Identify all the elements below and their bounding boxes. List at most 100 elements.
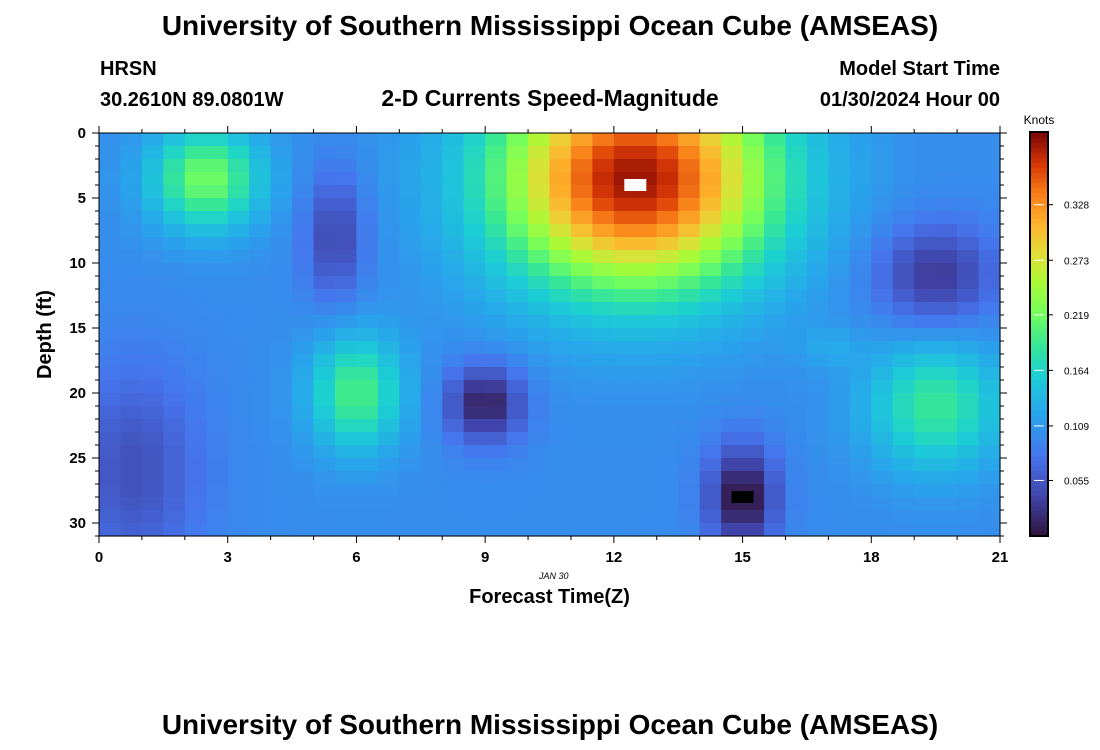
colorbar-tick-label: 0.109: [1064, 422, 1089, 433]
heatmap-cell: [764, 172, 787, 186]
heatmap-cell: [592, 380, 615, 394]
heatmap-cell: [613, 315, 636, 329]
heatmap-cell: [935, 419, 958, 433]
heatmap-cell: [785, 419, 808, 433]
heatmap-cell: [828, 471, 851, 485]
heatmap-cell: [420, 172, 443, 186]
heatmap-cell: [463, 393, 486, 407]
heatmap-cell: [849, 510, 872, 524]
heatmap-cell: [828, 432, 851, 446]
colorbar-segment: [1030, 500, 1048, 507]
heatmap-cell: [184, 406, 207, 420]
heatmap-cell: [914, 211, 937, 225]
heatmap-cell: [978, 289, 1001, 303]
heatmap-cell: [270, 510, 293, 524]
heatmap-cell: [399, 484, 422, 498]
heatmap-cell: [313, 471, 336, 485]
colorbar-segment: [1030, 233, 1048, 239]
heatmap-cell: [227, 484, 250, 498]
heatmap-cell: [184, 133, 207, 147]
heatmap-cell: [334, 146, 358, 160]
heatmap-cell: [764, 263, 787, 277]
heatmap-cell: [592, 445, 615, 459]
heatmap-cell: [292, 393, 315, 407]
heatmap-cell: [849, 315, 872, 329]
heatmap-cell: [528, 185, 551, 199]
heatmap-cell: [420, 445, 443, 459]
heatmap-cell: [549, 211, 572, 225]
heatmap-cell: [957, 198, 980, 212]
plot-frame: [98, 132, 1001, 537]
heatmap-cell: [914, 289, 937, 303]
heatmap-cell: [356, 302, 379, 316]
heatmap-cell: [549, 302, 572, 316]
heatmap-cell: [592, 406, 615, 420]
heatmap-cell: [528, 458, 551, 472]
heatmap-cell: [270, 471, 293, 485]
heatmap-cell: [528, 341, 551, 355]
heatmap-cell: [656, 471, 679, 485]
heatmap-cell: [442, 497, 465, 511]
heatmap-cell: [914, 302, 937, 316]
axes: 0 3 6 9 12 15 18 21 0 5 10 15 20 25 30: [69, 125, 1008, 566]
heatmap-cell: [892, 211, 915, 225]
heatmap-cell: [549, 510, 572, 524]
heatmap-cell: [635, 471, 658, 485]
heatmap-cell: [206, 523, 229, 537]
heatmap-cell: [485, 263, 508, 277]
heatmap-cell: [721, 159, 744, 173]
heatmap-cell: [163, 276, 186, 290]
heatmap-cell: [785, 380, 808, 394]
heatmap-cell: [249, 263, 272, 277]
colorbar-segment: [1030, 429, 1048, 436]
heatmap-cell: [764, 367, 787, 381]
heatmap-cell: [206, 367, 229, 381]
heatmap-cell: [227, 224, 250, 238]
heatmap-cell: [356, 289, 379, 303]
heatmap-cell: [420, 198, 443, 212]
heatmap-cell: [570, 393, 593, 407]
heatmap-cell: [935, 406, 958, 420]
heatmap-cell: [270, 380, 293, 394]
heatmap-cell: [485, 237, 508, 251]
heatmap-cell: [99, 367, 122, 381]
heatmap-cell: [420, 328, 443, 342]
heatmap-cell: [849, 159, 872, 173]
heatmap-cell: [656, 159, 679, 173]
heatmap-cell: [227, 302, 250, 316]
heatmap-cell: [120, 367, 143, 381]
heatmap-cell: [206, 250, 229, 264]
heatmap-cell: [399, 497, 422, 511]
heatmap-cell: [613, 289, 636, 303]
colorbar-tick-label: 0.055: [1064, 476, 1089, 487]
heatmap-cell: [356, 497, 379, 511]
heatmap-cell: [742, 393, 765, 407]
colorbar-segment: [1030, 354, 1048, 360]
heatmap-cell: [935, 263, 958, 277]
heatmap-cell: [785, 432, 808, 446]
heatmap-cell: [227, 289, 250, 303]
data-markers: [624, 179, 754, 503]
heatmap-cell: [806, 523, 829, 537]
heatmap-cell: [249, 393, 272, 407]
heatmap-cell: [506, 328, 529, 342]
heatmap-cell: [742, 315, 765, 329]
heatmap-cell: [249, 224, 272, 238]
heatmap-cell: [849, 432, 872, 446]
heatmap-cell: [849, 497, 872, 511]
heatmap-cell: [978, 224, 1001, 238]
heatmap-cell: [570, 211, 593, 225]
heatmap-cell: [313, 354, 336, 368]
heatmap-cell: [163, 354, 186, 368]
heatmap-cell: [99, 432, 122, 446]
colorbar-segment: [1030, 530, 1048, 537]
heatmap-cell: [334, 198, 358, 212]
heatmap-cell: [463, 367, 486, 381]
colorbar-segment: [1030, 253, 1048, 259]
heatmap-cell: [871, 315, 894, 329]
heatmap-cell: [506, 289, 529, 303]
heatmap-cell: [463, 250, 486, 264]
heatmap-cell: [592, 159, 615, 173]
heatmap-cell: [764, 406, 787, 420]
heatmap-cell: [806, 406, 829, 420]
